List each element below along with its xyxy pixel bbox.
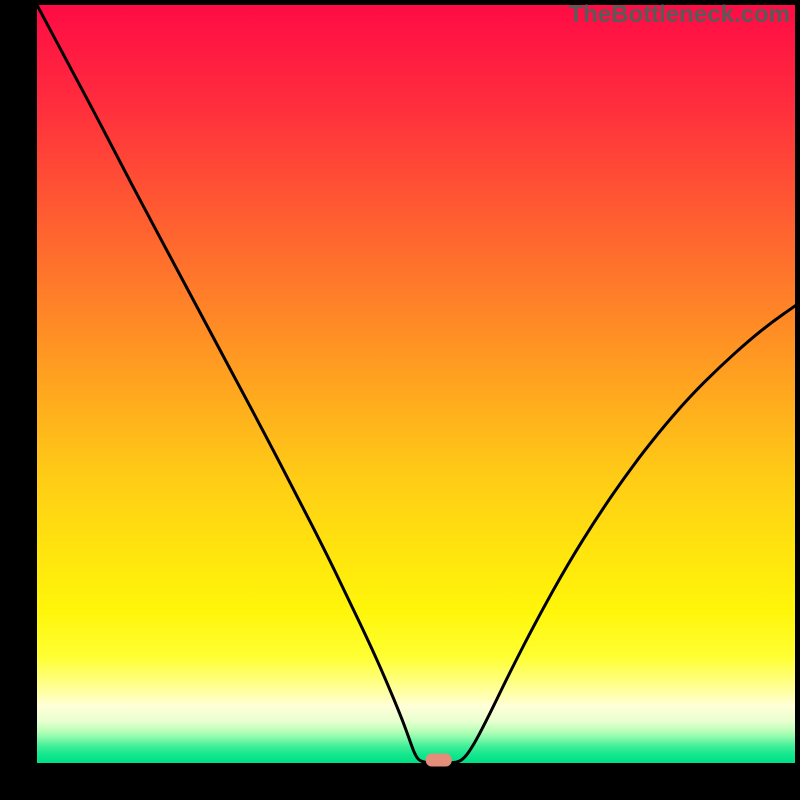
trough-marker	[426, 753, 452, 766]
bottleneck-chart: TheBottleneck.com	[0, 0, 800, 800]
plot-gradient-bg	[37, 5, 795, 763]
watermark-text: TheBottleneck.com	[569, 1, 790, 28]
